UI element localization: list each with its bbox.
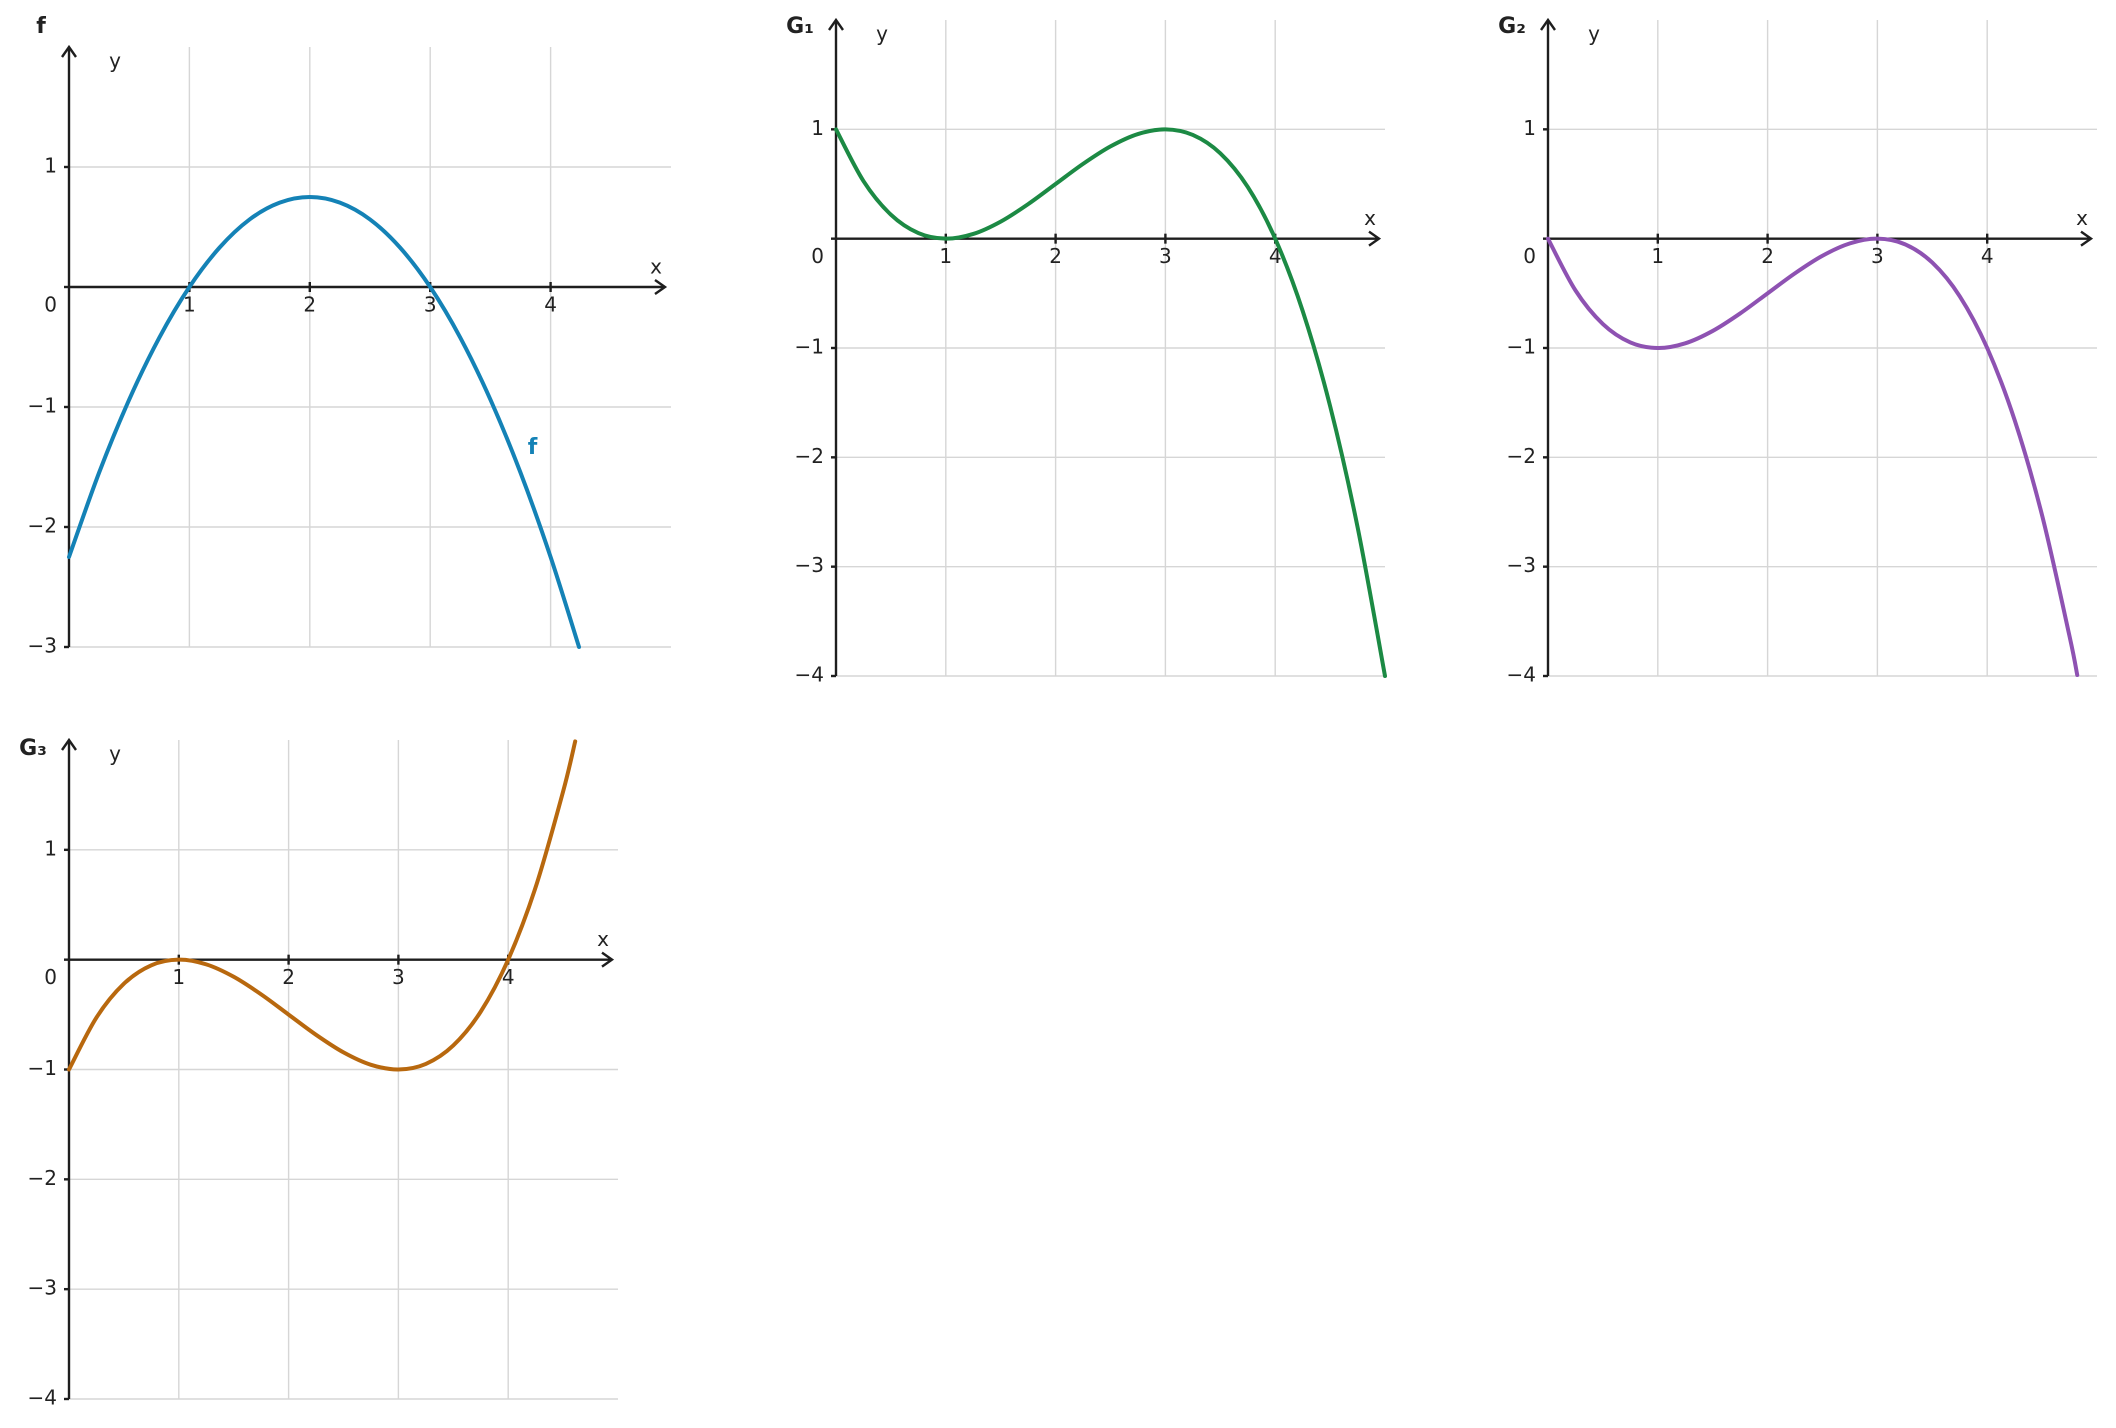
curve xyxy=(67,739,578,1072)
x-axis-arrow xyxy=(1368,230,1382,247)
x-tick-label: 2 xyxy=(282,965,295,989)
x-tick-label: 4 xyxy=(1981,244,1994,268)
curve-label: f xyxy=(528,435,538,460)
x-tick-label: 4 xyxy=(544,293,557,317)
curve xyxy=(834,127,1387,678)
origin-label: 0 xyxy=(44,293,57,317)
y-axis-label: y xyxy=(109,742,121,766)
y-tick-label: −2 xyxy=(28,514,57,538)
y-tick-label: −3 xyxy=(795,553,824,577)
y-tick-label: −4 xyxy=(28,1386,57,1410)
y-axis-label: y xyxy=(1588,22,1600,46)
x-tick-label: 3 xyxy=(392,965,405,989)
y-tick-label: 1 xyxy=(811,116,824,140)
y-axis-label: y xyxy=(876,22,888,46)
subplot-title: G₂ xyxy=(1498,14,1526,39)
y-axis-arrow xyxy=(828,17,844,31)
y-tick-label: −3 xyxy=(28,1276,57,1300)
origin-label: 0 xyxy=(44,965,57,989)
subplot-title: G₁ xyxy=(786,14,814,39)
subplot-title: G₃ xyxy=(19,736,47,761)
y-tick-label: −3 xyxy=(1507,553,1536,577)
x-tick-label: 2 xyxy=(303,293,316,317)
y-tick-label: 1 xyxy=(44,836,57,860)
y-tick-label: −2 xyxy=(28,1166,57,1190)
curve xyxy=(1546,236,2080,678)
y-tick-label: −1 xyxy=(795,335,824,359)
y-axis-label: y xyxy=(109,49,121,73)
origin-label: 0 xyxy=(811,244,824,268)
subplot: 1 2 3 4 −4 −3 −2 −1 0 1 x y G₂ xyxy=(1498,14,2097,687)
y-tick-label: −1 xyxy=(28,1056,57,1080)
y-tick-label: −4 xyxy=(795,663,824,687)
y-tick-label: −3 xyxy=(28,634,57,658)
y-tick-label: −2 xyxy=(1507,444,1536,468)
x-axis-arrow xyxy=(601,951,615,968)
x-tick-label: 1 xyxy=(172,965,185,989)
y-tick-label: −1 xyxy=(1507,335,1536,359)
x-tick-label: 2 xyxy=(1049,244,1062,268)
x-axis-label: x xyxy=(2076,206,2088,230)
subplot-title: f xyxy=(36,14,46,39)
x-axis-label: x xyxy=(597,927,609,951)
x-tick-label: 3 xyxy=(424,293,437,317)
y-tick-label: −1 xyxy=(28,394,57,418)
y-tick-label: −2 xyxy=(795,444,824,468)
x-tick-label: 2 xyxy=(1761,244,1774,268)
y-tick-label: 1 xyxy=(44,154,57,178)
x-axis-arrow xyxy=(2080,230,2094,247)
subplot: 1 2 3 4 −3 −2 −1 0 1 x y f f xyxy=(28,14,671,658)
x-tick-label: 1 xyxy=(939,244,952,268)
x-tick-label: 3 xyxy=(1871,244,1884,268)
x-axis-label: x xyxy=(650,255,662,279)
y-tick-label: −4 xyxy=(1507,663,1536,687)
x-axis-arrow xyxy=(654,279,668,295)
x-tick-label: 1 xyxy=(183,293,196,317)
curve xyxy=(67,195,582,649)
x-tick-label: 3 xyxy=(1159,244,1172,268)
y-axis-arrow xyxy=(61,44,77,58)
y-axis-arrow xyxy=(1540,17,1556,31)
x-tick-label: 1 xyxy=(1651,244,1664,268)
origin-label: 0 xyxy=(1523,244,1536,268)
y-axis-arrow xyxy=(61,737,77,751)
x-axis-label: x xyxy=(1364,206,1376,230)
y-tick-label: 1 xyxy=(1523,116,1536,140)
